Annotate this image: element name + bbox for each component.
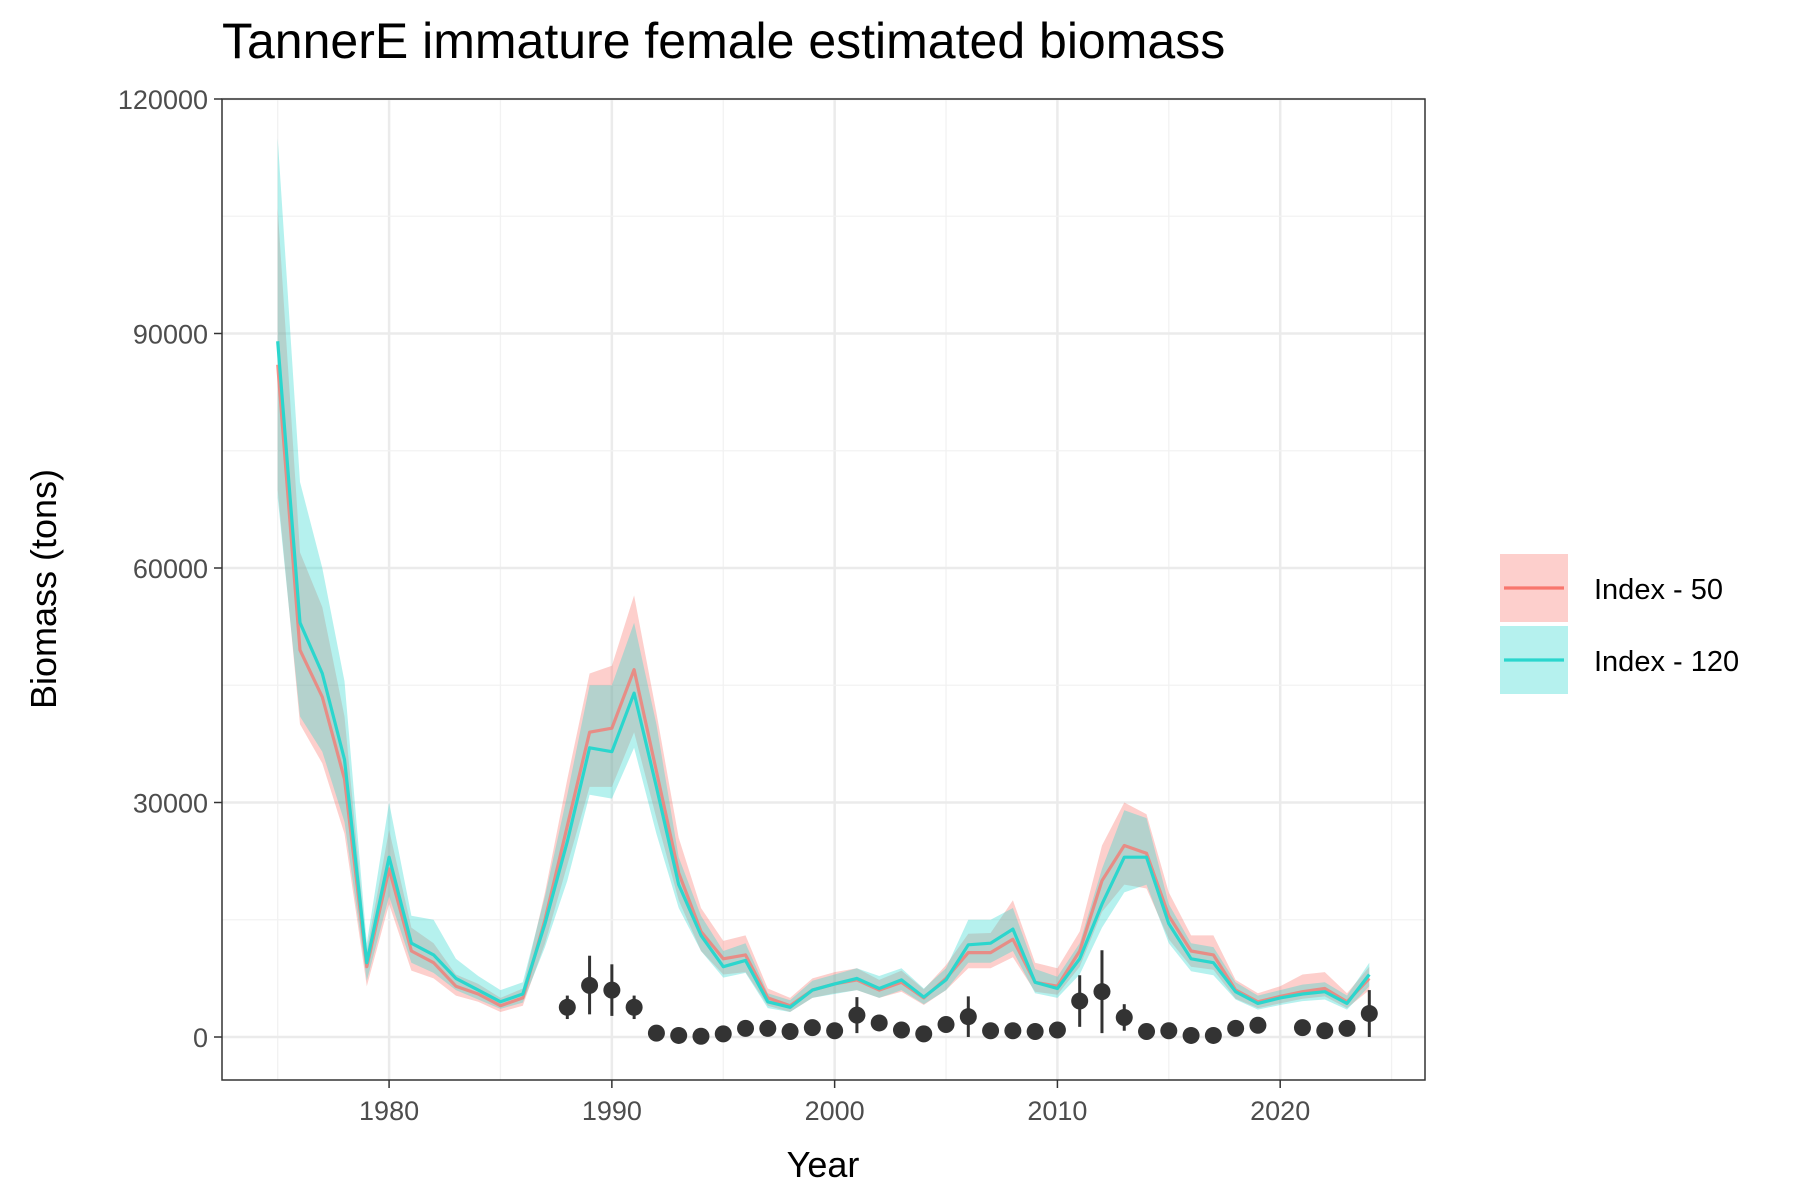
panel-border xyxy=(221,98,1426,1081)
observed-point xyxy=(1048,1021,1066,1039)
ribbon-series-2 xyxy=(277,138,1370,1013)
line-series-2 xyxy=(276,341,1371,1009)
x-tick-label: 2000 xyxy=(805,1096,865,1126)
x-tick-label: 2020 xyxy=(1250,1096,1310,1126)
y-tick-label: 30000 xyxy=(133,789,208,819)
observed-point xyxy=(1204,1026,1222,1044)
observed-point xyxy=(1227,1019,1245,1037)
observed-point xyxy=(1316,1022,1334,1040)
legend-label: Index - 50 xyxy=(1594,574,1723,606)
observed-point xyxy=(1026,1023,1044,1041)
observed-point xyxy=(1360,1005,1378,1023)
y-tick-label: 90000 xyxy=(133,320,208,350)
observed-point xyxy=(1004,1022,1022,1040)
x-axis-title: Year xyxy=(787,1144,860,1185)
observed-point xyxy=(1182,1026,1200,1044)
x-tick-label: 1980 xyxy=(359,1096,419,1126)
observed-point xyxy=(581,976,599,994)
observed-point xyxy=(803,1019,821,1037)
observed-point xyxy=(603,981,621,999)
observed-point xyxy=(982,1022,1000,1040)
observed-point xyxy=(714,1025,732,1043)
observed-point xyxy=(625,998,643,1016)
observed-point xyxy=(848,1006,866,1024)
y-tick-label: 0 xyxy=(193,1023,208,1053)
grid xyxy=(222,97,1425,1080)
x-tick-label: 2010 xyxy=(1027,1096,1087,1126)
observed-point xyxy=(870,1014,888,1032)
observed-point xyxy=(1071,992,1089,1010)
observed-point xyxy=(670,1026,688,1044)
observed-point xyxy=(692,1027,710,1045)
observed-point xyxy=(959,1008,977,1026)
observed-point xyxy=(781,1023,799,1041)
legend: Index - 50 Index - 120 xyxy=(1500,554,1739,694)
observed-point xyxy=(1138,1023,1156,1041)
observed-point xyxy=(558,998,576,1016)
observed-point xyxy=(1293,1019,1311,1037)
ribbon-series-1 xyxy=(277,208,1370,1012)
series-layer xyxy=(276,138,1371,1013)
observed-point xyxy=(1093,983,1111,1001)
observed-point xyxy=(1249,1016,1267,1034)
observed-point xyxy=(1338,1019,1356,1037)
y-tick-label: 60000 xyxy=(133,554,208,584)
observed-point xyxy=(759,1019,777,1037)
observed-point xyxy=(647,1024,665,1042)
axes: 1980 1990 2000 2010 2020 0 30000 60000 90000 1200… xyxy=(118,85,1310,1126)
observed-point xyxy=(1160,1022,1178,1040)
y-tick-label: 120000 xyxy=(118,85,208,115)
observed-point xyxy=(937,1016,955,1034)
x-tick-label: 1990 xyxy=(582,1096,642,1126)
observed-point xyxy=(1115,1008,1133,1026)
chart-title: TannerE immature female estimated biomas… xyxy=(222,13,1225,69)
observed-point xyxy=(892,1021,910,1039)
legend-label: Index - 120 xyxy=(1594,646,1739,678)
observed-point xyxy=(826,1022,844,1040)
observed-point xyxy=(915,1025,933,1043)
observed-point xyxy=(737,1019,755,1037)
observed-layer xyxy=(558,950,1378,1045)
y-axis-title: Biomass (tons) xyxy=(23,469,64,709)
